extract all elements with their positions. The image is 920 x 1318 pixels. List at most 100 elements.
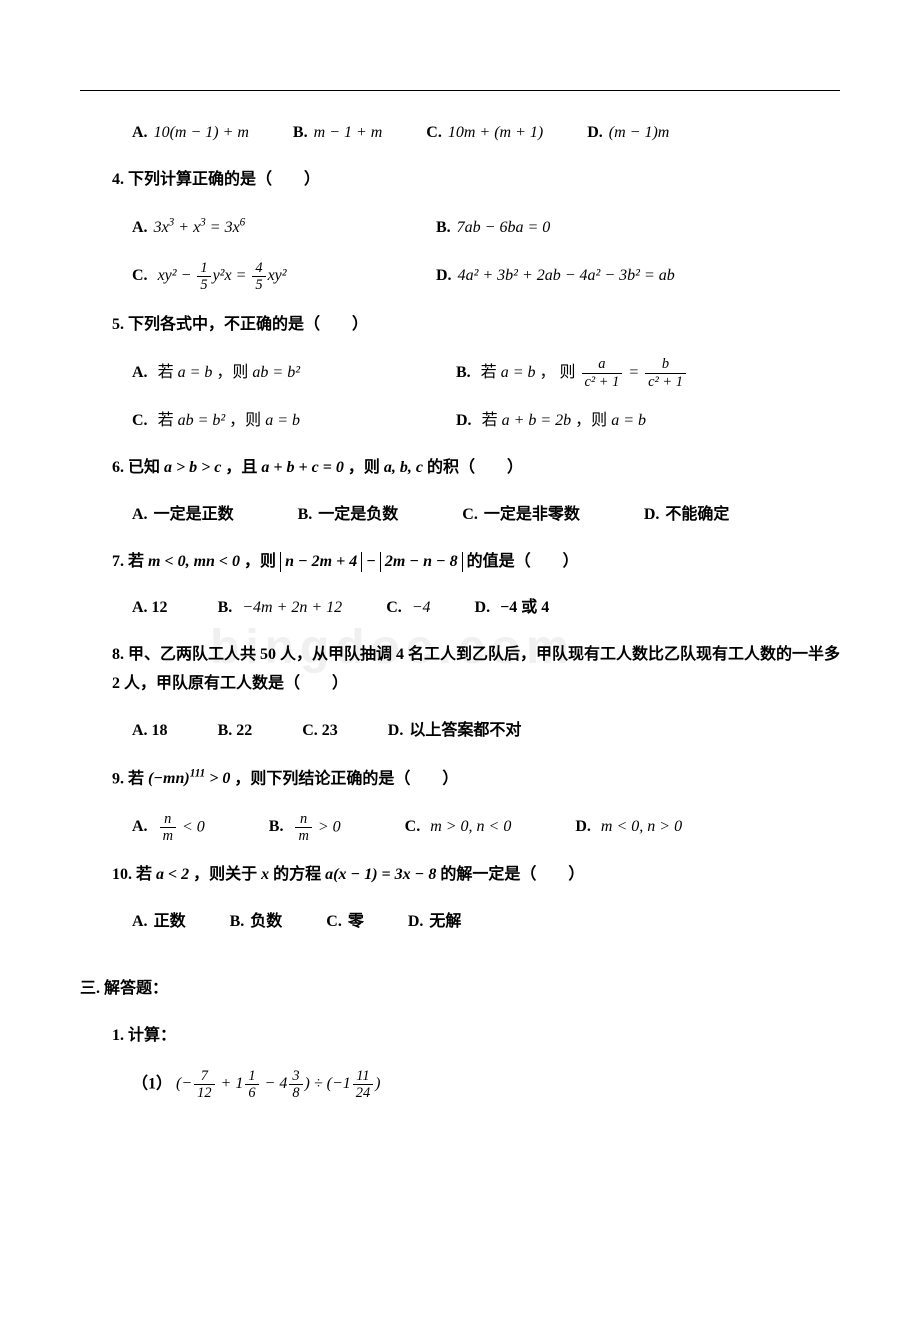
opt-label: A. (132, 506, 148, 523)
opt-label: D. (436, 267, 452, 284)
section3-heading: 三. 解答题： (80, 975, 840, 1004)
top-rule (80, 90, 840, 91)
q6-options: A. 一定是正数 B. 一定是负数 C. 一定是非零数 D. 不能确定 (80, 501, 840, 530)
opt-label: A. (132, 364, 148, 381)
q5-options-ab: A. 若 a = b ，则 ab = b² B. 若 a = b ， 则 ac²… (80, 357, 840, 389)
opt-label: C. (405, 818, 421, 835)
opt-label: C. (132, 412, 148, 429)
stem-no: 9. (112, 770, 124, 787)
stem-text: 已知 a > b > c ，且 a + b + c = 0 ，则 a, b, c… (128, 459, 523, 476)
opt-expr: 3x3 + x3 = 3x6 (154, 219, 246, 236)
opt-label-expr: A. 18 (132, 722, 168, 739)
opt-expr: 若 a = b ，则 ab = b² (158, 364, 300, 381)
stem-no: 10. (112, 866, 132, 883)
opt-text: 无解 (429, 913, 461, 930)
opt-text: 零 (348, 913, 364, 930)
stem-expr: (−mn)111 > 0 (144, 770, 234, 787)
q4-stem: 4. 下列计算正确的是（ ） (80, 166, 840, 195)
opt-expr: −4 (408, 599, 431, 616)
section3-sub1: 1. 计算： (80, 1022, 840, 1051)
opt-label-expr: C. 23 (302, 722, 338, 739)
opt-label: B. (269, 818, 284, 835)
opt-expr: −4 或 4 (496, 599, 549, 616)
stem-text: 若 a < 2 ，则关于 x 的方程 a(x − 1) = 3x − 8 的解一… (136, 866, 584, 883)
opt-text: 不能确定 (665, 506, 729, 523)
stem-text: 若 m < 0, mn < 0 ，则 n − 2m + 4 − 2m − n −… (128, 553, 579, 570)
opt-label: D. (644, 506, 660, 523)
problem-no: （1） (132, 1075, 172, 1092)
opt-expr: m − 1 + m (314, 124, 383, 141)
opt-rel: > 0 (314, 818, 341, 835)
q9-stem: 9. 若 (−mn)111 > 0 ，则下列结论正确的是（ ） (80, 764, 840, 794)
opt-expr: 若 a + b = 2b ，则 a = b (482, 412, 646, 429)
section3-problem1: （1） (−712 + 116 − 438) ÷ (−11124) (80, 1069, 840, 1101)
q5-stem: 5. 下列各式中，不正确的是（ ） (80, 311, 840, 340)
q8-stem: 8. 甲、乙两队工人共 50 人，从甲队抽调 4 名工人到乙队后，甲队现有工人数… (80, 641, 840, 699)
opt-text: 一定是正数 (154, 506, 234, 523)
opt-label: C. (426, 124, 442, 141)
q9-options: A. nm < 0 B. nm > 0 C. m > 0, n < 0 D. m… (80, 812, 840, 844)
stem-text: 甲、乙两队工人共 50 人，从甲队抽调 4 名工人到乙队后，甲队现有工人数比乙队… (112, 646, 840, 692)
opt-label: A. (132, 818, 148, 835)
opt-label: D. (587, 124, 603, 141)
abs-expr: n − 2m + 4 (280, 552, 362, 572)
opt-text: 以上答案都不对 (409, 722, 521, 739)
opt-text: 正数 (154, 913, 186, 930)
opt-label: C. (386, 599, 402, 616)
opt-label: A. (132, 124, 148, 141)
q7-options: A. 12 B. −4m + 2n + 12 C. −4 D. −4 或 4 (80, 594, 840, 623)
problem-expr: (−712 + 116 − 438) ÷ (−11124) (176, 1075, 380, 1092)
stem-no: 7. (112, 553, 124, 570)
stem-no: 5. (112, 316, 124, 333)
q7-stem: 7. 若 m < 0, mn < 0 ，则 n − 2m + 4 − 2m − … (80, 548, 840, 577)
opt-label-expr: A. 12 (132, 599, 168, 616)
opt-label: D. (408, 913, 424, 930)
opt-expr: (m − 1)m (609, 124, 670, 141)
opt-expr: 若 a = b ， 则 ac² + 1 = bc² + 1 (481, 364, 688, 381)
opt-expr: 10(m − 1) + m (154, 124, 249, 141)
opt-expr: −4m + 2n + 12 (238, 599, 342, 616)
opt-text: 一定是负数 (318, 506, 398, 523)
opt-expr: 7ab − 6ba = 0 (457, 219, 551, 236)
q4-options-cd: C. xy² − 15y²x = 45xy² D.4a² + 3b² + 2ab… (80, 261, 840, 293)
opt-rel: < 0 (178, 818, 205, 835)
opt-label: B. (436, 219, 451, 236)
opt-label: A. (132, 219, 148, 236)
opt-label: B. (298, 506, 313, 523)
opt-expr: m > 0, n < 0 (426, 818, 511, 835)
abs-expr: 2m − n − 8 (380, 552, 463, 572)
opt-label: D. (475, 599, 491, 616)
stem-no: 6. (112, 459, 124, 476)
opt-text: 负数 (250, 913, 282, 930)
stem-no: 4. (112, 171, 124, 188)
opt-label: B. (230, 913, 245, 930)
opt-label: D. (388, 722, 404, 739)
opt-label: C. (132, 267, 148, 284)
opt-label: A. (132, 913, 148, 930)
page-content: A. 10(m − 1) + m B. m − 1 + m C. 10m + (m +… (80, 90, 840, 1100)
opt-label: B. (218, 599, 233, 616)
opt-expr: 若 ab = b² ，则 a = b (158, 412, 300, 429)
q6-stem: 6. 已知 a > b > c ，且 a + b + c = 0 ，则 a, b… (80, 454, 840, 483)
stem-text: 下列计算正确的是（ ） (128, 171, 320, 188)
stem-no: 8. (112, 646, 124, 663)
opt-label: B. (456, 364, 471, 381)
opt-label: C. (326, 913, 342, 930)
q3-options: A. 10(m − 1) + m B. m − 1 + m C. 10m + (m +… (80, 119, 840, 148)
opt-label: D. (575, 818, 591, 835)
q10-stem: 10. 若 a < 2 ，则关于 x 的方程 a(x − 1) = 3x − 8… (80, 861, 840, 890)
opt-label-expr: B. 22 (218, 722, 253, 739)
opt-expr: m < 0, n > 0 (597, 818, 682, 835)
opt-text: 一定是非零数 (484, 506, 580, 523)
q4-options-ab: A. 3x3 + x3 = 3x6 B. 7ab − 6ba = 0 (80, 213, 840, 243)
opt-label: B. (293, 124, 308, 141)
opt-label: D. (456, 412, 472, 429)
stem-text: 若 (−mn)111 > 0 ，则下列结论正确的是（ ） (128, 770, 458, 787)
q8-options: A. 18 B. 22 C. 23 D. 以上答案都不对 (80, 717, 840, 746)
opt-expr: 4a² + 3b² + 2ab − 4a² − 3b² = ab (458, 267, 675, 284)
opt-expr: 10m + (m + 1) (448, 124, 543, 141)
opt-label: C. (462, 506, 478, 523)
q5-options-cd: C. 若 ab = b² ，则 a = b D. 若 a + b = 2b ，则… (80, 407, 840, 436)
q10-options: A. 正数 B. 负数 C. 零 D. 无解 (80, 908, 840, 937)
stem-text: 下列各式中，不正确的是（ ） (128, 316, 368, 333)
